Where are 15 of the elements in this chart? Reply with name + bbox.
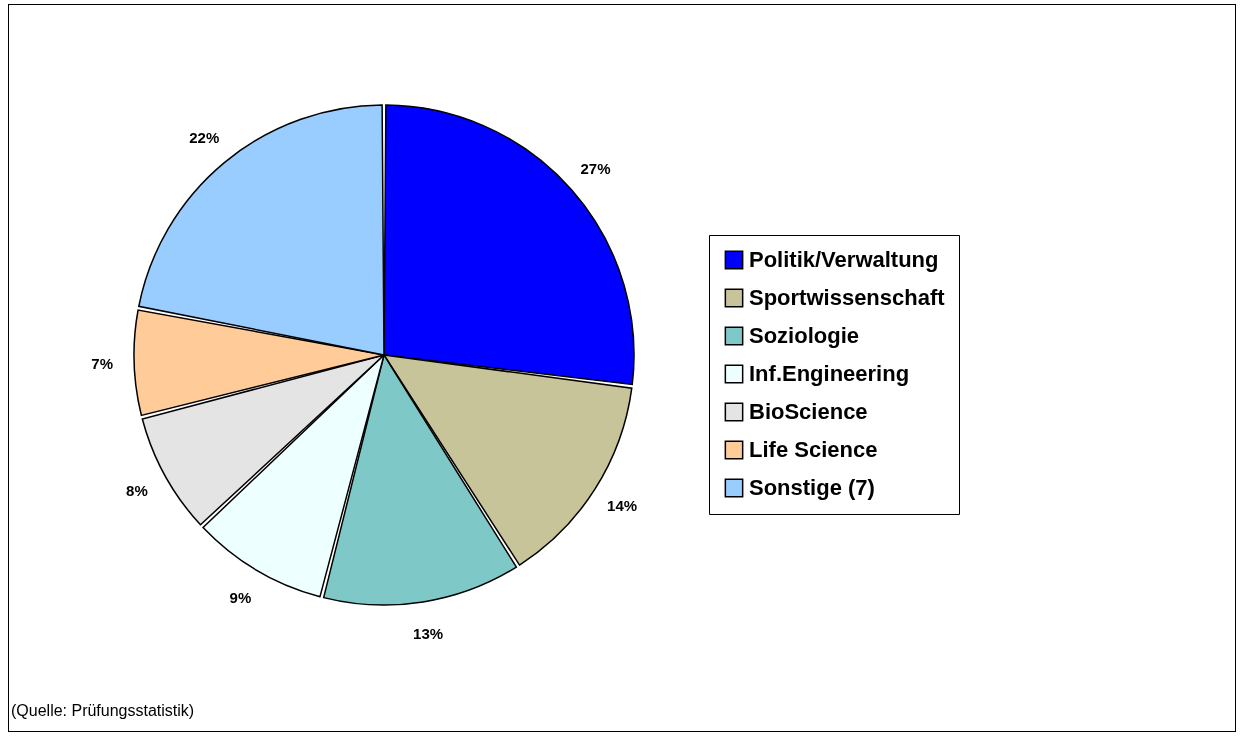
data-label: 7% — [91, 354, 113, 372]
legend-label: Sportwissenschaft — [749, 285, 946, 310]
data-label: 9% — [229, 588, 252, 606]
legend-label: Politik/Verwaltung — [749, 247, 939, 272]
data-label: 22% — [189, 128, 220, 146]
data-label: 27% — [580, 159, 611, 177]
legend-label: Life Science — [749, 437, 878, 462]
data-label: 8% — [126, 481, 148, 499]
legend-label: Soziologie — [749, 323, 859, 348]
text: (Quelle: Prüfungsstatistik) — [11, 702, 195, 719]
legend-label: Inf.Engineering — [749, 361, 910, 386]
legend-label: Sonstige (7) — [749, 475, 875, 500]
data-label: 13% — [413, 624, 444, 642]
legend-label: BioScience — [749, 399, 868, 424]
data-label: 14% — [607, 497, 638, 515]
